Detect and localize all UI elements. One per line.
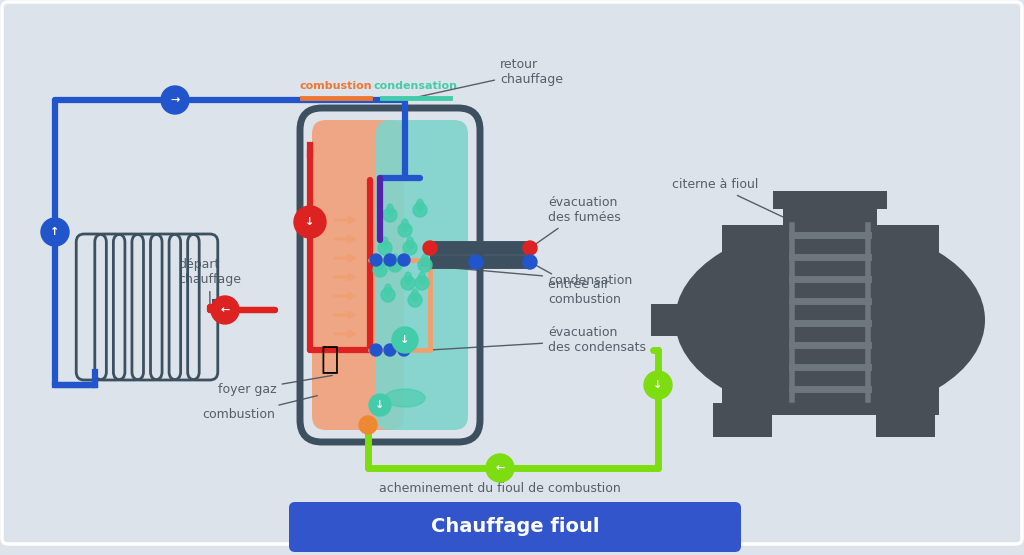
Circle shape xyxy=(384,254,396,266)
Text: acheminement du fioul de combustion: acheminement du fioul de combustion xyxy=(379,482,621,495)
Circle shape xyxy=(415,276,429,290)
Circle shape xyxy=(381,288,395,302)
Circle shape xyxy=(294,206,326,238)
FancyBboxPatch shape xyxy=(773,191,887,209)
Text: ↓: ↓ xyxy=(400,335,410,345)
FancyBboxPatch shape xyxy=(2,2,1022,544)
Ellipse shape xyxy=(384,284,391,296)
Text: →: → xyxy=(170,95,179,105)
Ellipse shape xyxy=(419,272,426,284)
Ellipse shape xyxy=(404,272,412,284)
Circle shape xyxy=(398,344,410,356)
Circle shape xyxy=(413,203,427,217)
FancyBboxPatch shape xyxy=(212,299,230,315)
Text: évacuation
des fumées: évacuation des fumées xyxy=(532,196,621,246)
Text: retour
chauffage: retour chauffage xyxy=(407,58,563,99)
Text: combustion: combustion xyxy=(300,81,373,91)
Text: ←: ← xyxy=(496,463,505,473)
Circle shape xyxy=(161,86,189,114)
Ellipse shape xyxy=(675,225,985,415)
Text: ←: ← xyxy=(220,305,229,315)
Circle shape xyxy=(211,296,239,324)
Ellipse shape xyxy=(401,219,409,231)
Circle shape xyxy=(523,255,537,269)
Text: ↓: ↓ xyxy=(653,380,663,390)
Text: condensation: condensation xyxy=(421,265,632,286)
Ellipse shape xyxy=(417,199,424,211)
Text: condensation: condensation xyxy=(374,81,458,91)
Circle shape xyxy=(398,254,410,266)
Text: combustion: combustion xyxy=(202,396,317,421)
FancyBboxPatch shape xyxy=(783,201,877,227)
Ellipse shape xyxy=(407,237,414,249)
FancyBboxPatch shape xyxy=(713,403,772,437)
Text: entrée air
combustion: entrée air combustion xyxy=(532,263,621,306)
Circle shape xyxy=(401,276,415,290)
Ellipse shape xyxy=(377,259,384,271)
Text: ↓: ↓ xyxy=(376,400,385,410)
Circle shape xyxy=(403,241,417,255)
FancyBboxPatch shape xyxy=(376,120,468,430)
Text: départ
chauffage: départ chauffage xyxy=(178,258,241,304)
Circle shape xyxy=(392,327,418,353)
FancyBboxPatch shape xyxy=(722,225,939,415)
Circle shape xyxy=(523,241,537,255)
Ellipse shape xyxy=(382,237,388,249)
Circle shape xyxy=(418,258,432,272)
Circle shape xyxy=(388,258,402,272)
Text: ↓: ↓ xyxy=(305,217,314,227)
Circle shape xyxy=(370,344,382,356)
FancyBboxPatch shape xyxy=(312,120,404,430)
Text: citerne à fioul: citerne à fioul xyxy=(672,179,798,224)
Circle shape xyxy=(41,218,69,246)
Circle shape xyxy=(486,454,514,482)
Ellipse shape xyxy=(422,254,428,266)
FancyBboxPatch shape xyxy=(289,502,741,552)
Circle shape xyxy=(423,241,437,255)
Text: 🔥: 🔥 xyxy=(321,346,339,375)
Ellipse shape xyxy=(385,389,425,407)
Text: évacuation
des condensats: évacuation des condensats xyxy=(433,326,646,354)
FancyBboxPatch shape xyxy=(651,304,679,336)
Circle shape xyxy=(359,416,377,434)
Circle shape xyxy=(398,223,412,237)
Circle shape xyxy=(408,293,422,307)
Circle shape xyxy=(369,394,391,416)
Circle shape xyxy=(469,255,483,269)
Circle shape xyxy=(373,263,387,277)
Circle shape xyxy=(378,241,392,255)
Text: Chauffage fioul: Chauffage fioul xyxy=(431,517,599,537)
Circle shape xyxy=(370,254,382,266)
Circle shape xyxy=(384,344,396,356)
Ellipse shape xyxy=(386,204,393,216)
Circle shape xyxy=(383,208,397,222)
Circle shape xyxy=(644,371,672,399)
FancyBboxPatch shape xyxy=(876,403,935,437)
Text: foyer gaz: foyer gaz xyxy=(218,376,332,396)
Ellipse shape xyxy=(391,254,398,266)
Ellipse shape xyxy=(412,289,419,301)
Text: ↑: ↑ xyxy=(50,227,59,237)
